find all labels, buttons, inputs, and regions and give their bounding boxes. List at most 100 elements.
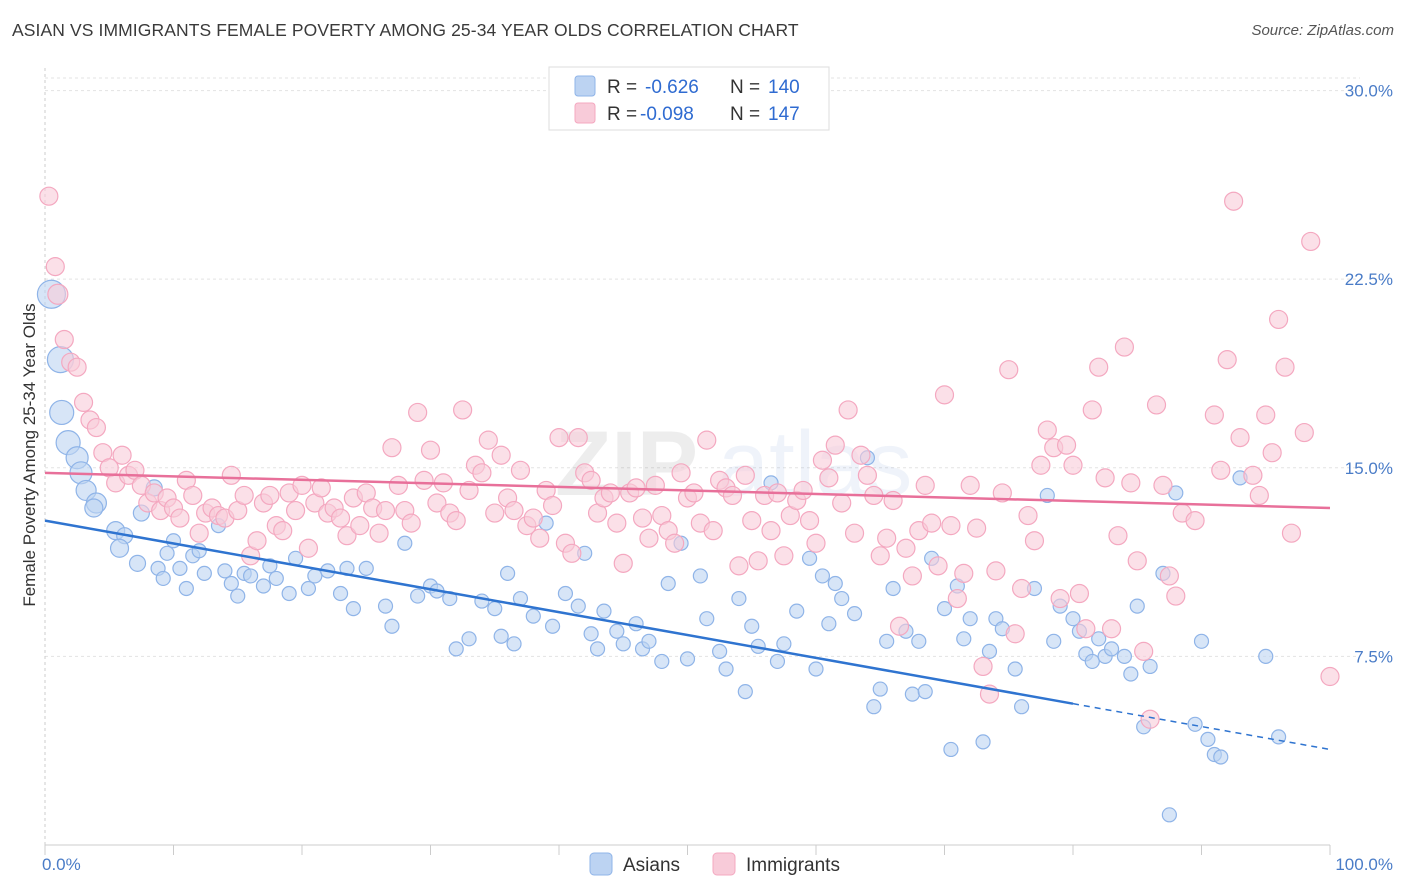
immigrants-point [889,616,910,636]
asians-point [834,590,850,607]
y-axis-tick-labels: 7.5% 15.0% 22.5% 30.0% [1345,82,1393,667]
asians-point [917,683,933,700]
immigrants-point [1018,505,1038,526]
legend: R = -0.626 N = 140 R = -0.098 N = 147 [548,66,830,131]
immigrants-point [1050,588,1070,609]
asians-point [583,626,599,642]
immigrants-point [1275,357,1295,377]
asians-point [128,554,147,572]
immigrants-point [697,430,717,450]
immigrants-point [992,483,1012,503]
immigrants-point [523,508,543,528]
asians-point [718,661,734,677]
asians-point [1187,716,1203,732]
immigrants-point [401,513,421,533]
immigrants-point [838,400,858,420]
asians-point [827,575,843,592]
immigrants-point [382,438,402,458]
asians-point [628,616,644,632]
immigrants-point [928,556,948,576]
asians-point [243,568,259,584]
y-tick-label: 30.0% [1345,82,1393,101]
immigrants-point [632,508,653,528]
asians-point [615,636,631,652]
immigrants-point [1166,586,1186,606]
immigrants-point [799,510,820,531]
asians-point [487,601,503,617]
immigrants-point [285,500,306,521]
asians-point [1213,749,1229,765]
immigrants-point [722,485,743,506]
bottom-legend-swatch-immigrants [712,852,736,876]
immigrants-point [1005,624,1025,644]
asians-point [178,580,194,597]
asians-point [172,560,188,576]
asians-point [397,535,413,551]
legend-n-value-asians: 140 [768,77,800,98]
immigrants-point [1031,455,1051,475]
asians-point [814,568,831,584]
immigrants-point [112,445,132,465]
asians-point [737,683,753,700]
immigrants-point [639,528,659,548]
asians-point [506,636,522,652]
immigrants-point [375,500,396,521]
immigrants-point [819,468,839,488]
immigrants-point [1281,523,1302,543]
asians-point [1013,699,1030,715]
asians-point [1123,666,1139,682]
chart-source: Source: ZipAtlas.com [1251,22,1394,39]
asians-point [281,585,297,602]
immigrants-point [459,480,479,501]
immigrants-point [748,551,768,571]
asians-point [885,580,901,597]
immigrants-point [1056,435,1077,455]
immigrants-point [1095,468,1115,488]
immigrants-point [665,533,685,553]
immigrants-point [1268,309,1289,330]
immigrants-point [1101,619,1122,639]
immigrants-point [922,513,942,533]
immigrants-point [1185,510,1205,531]
immigrants-point [1069,583,1090,604]
immigrants-point [549,428,569,448]
legend-swatch-immigrants [574,102,596,124]
asians-point [410,588,426,604]
immigrants-trendline [44,471,1331,510]
asians-point [1258,648,1274,664]
immigrants-point [170,508,190,528]
immigrants-point [414,470,434,490]
immigrants-point [47,283,69,305]
asians-point [544,618,561,634]
immigrants-point [1262,443,1282,463]
immigrants-point [999,360,1019,380]
asians-point [1065,611,1081,627]
immigrants-point [613,553,633,573]
asians-point [557,585,574,602]
asians-point [821,616,837,632]
immigrants-point [896,538,916,558]
immigrants-point [542,495,563,516]
asians-point [570,598,586,614]
asians-point [1142,658,1158,675]
immigrants-point [73,392,94,413]
immigrants-point [1204,405,1224,425]
trendlines [44,471,1331,751]
immigrants-point [388,475,408,495]
asians-point [1161,807,1177,823]
y-tick-label: 15.0% [1345,459,1393,478]
immigrants-point [337,526,357,546]
immigrants-point [234,485,254,506]
immigrants-point [350,516,370,536]
immigrants-point [1134,641,1154,661]
y-axis-title: Female Poverty Among 25-34 Year Olds [20,303,39,606]
asians-point [109,538,130,558]
asians-point [448,641,464,657]
immigrants-point [247,531,267,551]
legend-box [548,66,830,131]
immigrants-point [915,475,935,495]
immigrants-point [54,329,74,350]
immigrants-point [1153,475,1173,495]
asians-point [1193,633,1210,649]
immigrants-point [883,490,903,511]
